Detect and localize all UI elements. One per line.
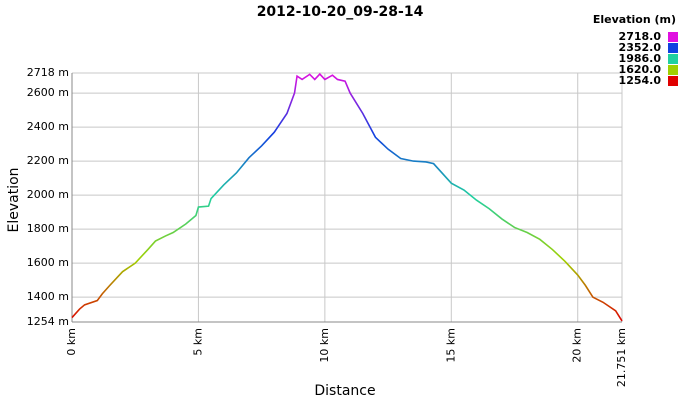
legend-swatch	[668, 32, 678, 42]
chart-title: 2012-10-20_09-28-14	[257, 4, 424, 20]
y-tick-label: 1800 m	[27, 222, 69, 235]
legend-title: Elevation (m)	[593, 13, 676, 26]
x-tick-label: 5 km	[191, 328, 204, 356]
y-tick-label: 2200 m	[27, 154, 69, 167]
y-tick-label: 2400 m	[27, 120, 69, 133]
x-axis-title: Distance	[314, 383, 375, 399]
legend-label: 1620.0	[619, 63, 662, 76]
y-tick-label: 1400 m	[27, 290, 69, 303]
legend-label: 2718.0	[619, 30, 662, 43]
x-tick-label: 0 km	[65, 328, 78, 356]
y-tick-label: 2600 m	[27, 86, 69, 99]
legend-label: 1254.0	[619, 74, 662, 87]
legend-swatch	[668, 65, 678, 75]
legend-swatch	[668, 43, 678, 53]
y-tick-label: 1600 m	[27, 256, 69, 269]
y-tick-label: 1254 m	[27, 315, 69, 328]
y-tick-label: 2000 m	[27, 188, 69, 201]
y-axis-title: Elevation	[6, 167, 22, 232]
legend-label: 1986.0	[619, 52, 662, 65]
x-tick-label: 10 km	[318, 328, 331, 363]
elevation-line	[71, 72, 623, 322]
legend-label: 2352.0	[619, 41, 662, 54]
legend-swatch	[668, 76, 678, 86]
legend-swatch	[668, 54, 678, 64]
x-tick-label: 15 km	[444, 328, 457, 363]
y-tick-label: 2718 m	[27, 66, 69, 79]
x-tick-label: 21.751 km	[615, 328, 628, 387]
x-tick-label: 20 km	[571, 328, 584, 363]
